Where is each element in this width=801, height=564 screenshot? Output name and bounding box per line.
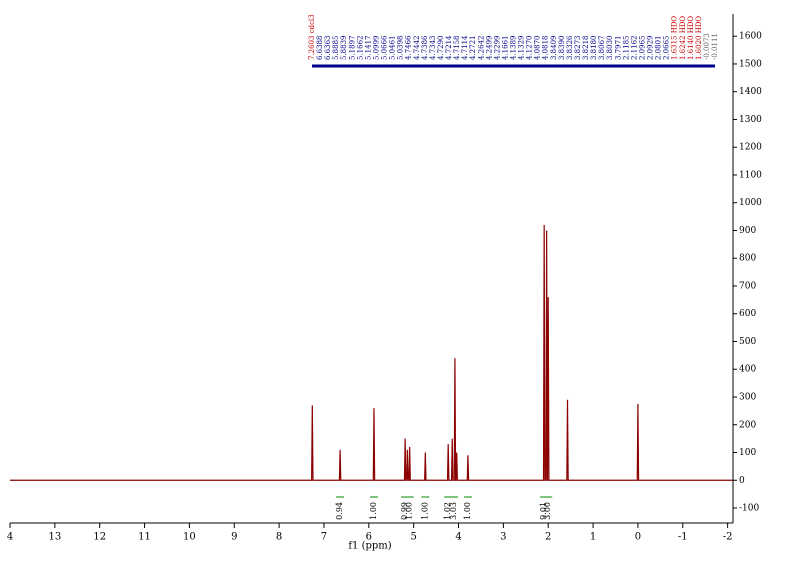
integral-label: 9.01: [539, 502, 548, 520]
peak-label: 1.6315 HDO: [671, 16, 679, 60]
y-tick-label: 400: [739, 365, 756, 375]
x-tick-label: 7: [321, 532, 327, 543]
x-tick-label: -2: [723, 532, 733, 543]
peak-label: 4.2721: [469, 36, 477, 61]
peak-label: 1.6020 HDO: [695, 16, 703, 60]
peak-label: 4.7290: [437, 36, 445, 61]
peak-label: 5.1662: [356, 36, 364, 61]
x-tick-label: 6: [366, 532, 372, 543]
y-tick-label: 1100: [739, 170, 762, 180]
x-tick-label: 8: [276, 532, 282, 543]
integral-label: 0.94: [335, 502, 344, 520]
integral-label: 1.00: [369, 502, 378, 520]
y-tick-label: 100: [739, 448, 756, 458]
y-tick-label: 1000: [739, 198, 762, 208]
y-tick-label: 1400: [739, 87, 762, 97]
x-tick-label: 3: [500, 532, 506, 543]
peak-label: 5.8885: [332, 36, 340, 61]
peak-label: 3.8030: [606, 36, 614, 61]
peak-label: 2.0965: [638, 36, 646, 61]
peak-label: 2.1185: [622, 36, 630, 61]
peak-label: 4.7386: [421, 35, 429, 60]
peak-label: 4.2642: [477, 36, 485, 61]
peak-label: 2.0665: [663, 36, 671, 61]
peak-label: 3.8326: [566, 35, 574, 60]
peak-label: 3.8390: [558, 36, 566, 61]
x-tick-label: 9: [231, 532, 237, 543]
peak-label: 4.7442: [413, 36, 421, 61]
peak-label: 5.0666: [381, 35, 389, 60]
peak-label: 7.2603 cdcl3: [308, 14, 316, 60]
y-tick-label: 800: [739, 254, 756, 264]
peak-label: 5.1897: [348, 36, 356, 61]
peak-label: 4.7158: [453, 36, 461, 61]
peak-label: 4.1389: [510, 36, 518, 61]
integral-label: 1.00: [405, 502, 414, 520]
peak-label: 2.0929: [647, 36, 655, 61]
peak-label: 3.8273: [574, 36, 582, 61]
x-tick-label: 4: [7, 532, 13, 543]
x-tick-label: 2: [545, 532, 551, 543]
x-axis-label: f1 (ppm): [348, 541, 391, 552]
peak-label: -0.0073: [703, 33, 711, 60]
y-tick-label: 900: [739, 226, 756, 236]
y-tick-label: 0: [739, 476, 745, 486]
y-tick-label: 600: [739, 309, 756, 319]
x-tick-label: -1: [678, 532, 688, 543]
y-tick-label: 700: [739, 281, 756, 291]
peak-label: 3.8218: [582, 36, 590, 61]
peak-label: 1.6242 HDO: [679, 16, 687, 60]
peak-label: 1.6140 HDO: [687, 16, 695, 60]
y-tick-label: 1300: [739, 115, 762, 125]
peak-label: 4.1661: [501, 36, 509, 61]
integral-label: 1.00: [420, 502, 429, 520]
integral-label: 3.03: [449, 502, 458, 520]
peak-label: 4.0818: [542, 36, 550, 61]
peak-label: 5.0999: [372, 36, 380, 61]
peak-label: 4.2299: [493, 36, 501, 61]
peak-label: 3.8180: [590, 36, 598, 61]
x-tick-label: 10: [183, 532, 196, 543]
peak-label: 4.1329: [518, 36, 526, 61]
peak-label: 5.0398: [397, 36, 405, 61]
integral-label: 1.00: [463, 502, 472, 520]
peak-label: 4.2499: [485, 36, 493, 61]
y-tick-label: 200: [739, 420, 756, 430]
y-tick-label: 500: [739, 337, 756, 347]
x-tick-label: 12: [93, 532, 106, 543]
peak-label: 6.6363: [324, 36, 332, 61]
spectrum-line: [10, 224, 733, 481]
y-tick-label: 1200: [739, 143, 762, 153]
peak-label: 4.0870: [534, 36, 542, 61]
x-tick-label: 13: [48, 532, 61, 543]
y-tick-label: 300: [739, 392, 756, 402]
y-tick-label: 1500: [739, 59, 762, 69]
x-tick-label: 11: [138, 532, 151, 543]
y-tick-label: -100: [739, 504, 759, 514]
integral-label: 3.00: [543, 502, 552, 520]
peak-label: 5.1417: [364, 36, 372, 61]
peak-label: -0.0111: [711, 33, 719, 60]
peak-label: 2.0801: [655, 36, 663, 61]
peak-label: 6.6388: [316, 36, 324, 61]
x-tick-label: 4: [455, 532, 461, 543]
peak-label: 3.8067: [598, 36, 606, 61]
x-tick-label: 5: [410, 532, 416, 543]
peak-label: 4.7114: [461, 35, 469, 60]
integral-label: 1.02: [443, 502, 452, 520]
peak-label: 2.1162: [630, 36, 638, 61]
integral-label: 0.99: [400, 502, 409, 520]
x-tick-label: 0: [635, 532, 641, 543]
x-tick-label: 1: [590, 532, 596, 543]
peak-label: 4.7343: [429, 36, 437, 61]
peak-label: 3.7971: [614, 36, 622, 61]
peak-label: 4.7214: [445, 35, 453, 60]
y-tick-label: 1600: [739, 32, 762, 42]
peak-label: 3.8409: [550, 36, 558, 61]
peak-label: 5.8839: [340, 36, 348, 61]
peak-label: 4.7466: [405, 35, 413, 60]
peak-label: 4.1270: [526, 36, 534, 61]
peak-label: 5.0461: [389, 36, 397, 61]
